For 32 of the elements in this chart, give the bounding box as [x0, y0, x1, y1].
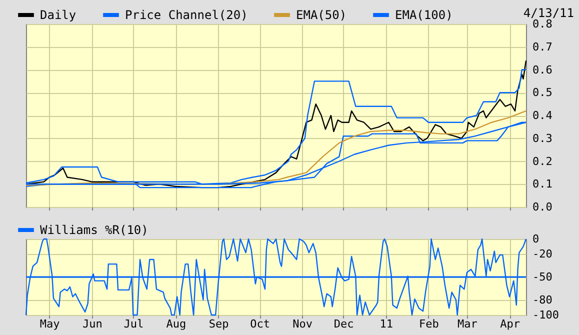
y-tick-label: 0.7	[532, 40, 552, 54]
legend-label: Daily	[40, 8, 76, 22]
y-tick-label: 0.2	[532, 154, 552, 168]
x-tick-label: 11	[380, 318, 394, 330]
legend-label: EMA(50)	[296, 8, 347, 22]
x-tick-label: Sep	[208, 318, 229, 330]
x-tick-label: Feb	[419, 318, 439, 330]
legend-label: Price Channel(20)	[125, 8, 248, 22]
y-tick-label: 0.0	[532, 200, 552, 214]
y-tick-label: 0	[532, 232, 540, 246]
y-tick-label: 0.1	[532, 178, 552, 191]
y-tick-label: -50	[532, 270, 552, 284]
x-tick-label: Apr	[500, 318, 520, 330]
x-tick-label: Dec	[334, 318, 354, 330]
x-tick-label: Nov	[292, 318, 313, 330]
legend-label: EMA(100)	[395, 8, 453, 22]
y-tick-label: 0.6	[532, 63, 552, 76]
x-tick-label: Oct	[250, 318, 270, 330]
x-tick-label: Jul	[124, 318, 144, 330]
x-tick-label: Jun	[82, 318, 102, 330]
y-tick-label: 0.5	[532, 86, 552, 100]
y-tick-label: 0.3	[532, 132, 552, 145]
y-tick-label: -20	[532, 248, 552, 261]
legend-label: Williams %R(10)	[40, 223, 148, 237]
y-tick-label: 0.4	[532, 109, 553, 122]
x-tick-label: May	[40, 318, 60, 330]
y-tick-label: 0.8	[532, 18, 552, 30]
x-tick-label: Aug	[166, 318, 186, 330]
y-tick-label: -100	[532, 308, 559, 322]
y-tick-label: -80	[532, 293, 552, 306]
x-tick-label: Mar	[457, 318, 478, 330]
text: 4/13/11	[523, 6, 574, 20]
